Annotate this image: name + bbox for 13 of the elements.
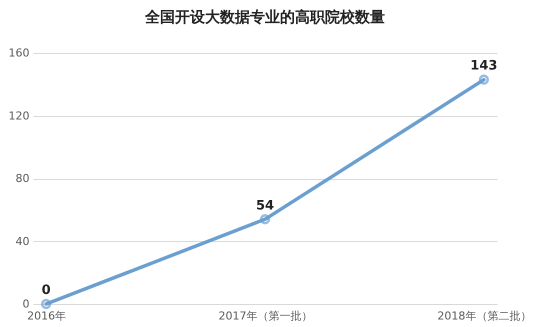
x-tick-label: 2016年: [27, 310, 66, 322]
data-label: 54: [256, 198, 274, 214]
x-tick-label: 2018年（第二批）: [437, 310, 532, 322]
y-tick-label: 80: [16, 172, 30, 185]
y-tick-label: 160: [8, 46, 30, 60]
y-tick-label: 0: [22, 298, 30, 310]
data-label: 143: [470, 58, 498, 74]
data-label: 0: [42, 283, 51, 298]
y-tick-label: 40: [16, 234, 30, 248]
point: [260, 214, 270, 224]
chart-title: 全国开设大数据专业的高职院校数量: [144, 8, 385, 26]
x-tick-label: 2017年（第一批）: [218, 310, 312, 322]
y-tick-label: 120: [8, 109, 30, 122]
